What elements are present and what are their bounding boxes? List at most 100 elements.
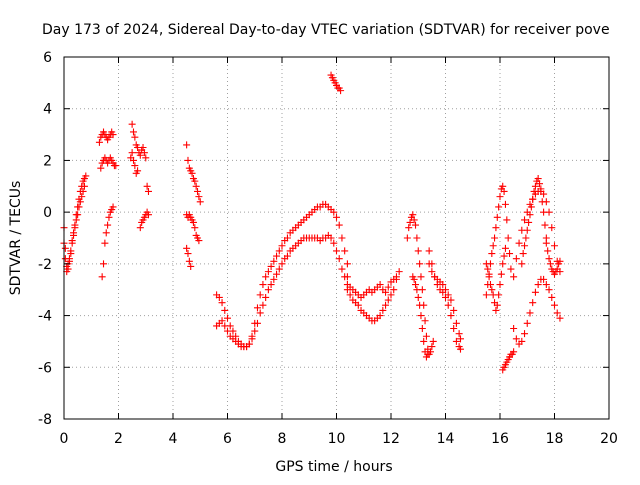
data-marks [60,71,564,374]
data-point [65,255,73,263]
series-segment-25 [510,275,564,348]
data-point [253,304,261,312]
data-point [545,255,553,263]
data-point [450,325,458,332]
data-point [185,257,193,265]
data-point [80,182,88,190]
data-point [512,335,520,343]
data-point [414,247,422,255]
data-point [538,198,546,206]
data-point [129,156,137,164]
series-segment-22 [482,244,509,314]
data-point [95,138,103,146]
data-point [264,286,272,294]
data-point [506,250,514,258]
data-point [444,291,452,299]
data-point [425,247,433,255]
data-point [143,182,151,190]
data-point [264,268,272,276]
series-segment-17 [403,211,437,358]
data-point [102,229,110,237]
data-point [414,293,422,301]
data-point [387,291,395,299]
data-point [376,281,384,289]
data-point [512,255,520,263]
data-point [525,218,533,226]
data-point [283,252,291,260]
y-tick-label: -6 [38,360,52,376]
data-point [410,216,418,224]
data-point [545,286,553,294]
series-segment-7 [127,149,142,177]
data-point [456,335,464,343]
data-point [510,325,518,332]
x-tick-label: 20 [600,431,618,447]
data-point [544,247,552,255]
data-point [497,270,505,278]
data-point [485,273,493,281]
data-point [521,330,529,338]
data-point [536,180,544,188]
data-point [144,187,152,195]
data-point [82,172,90,180]
data-point [109,131,117,139]
data-point [71,224,79,232]
data-point [72,216,80,224]
data-point [493,213,501,221]
data-point [338,234,346,242]
data-point [424,350,432,358]
data-point [521,216,529,224]
data-point [409,211,417,219]
data-point [551,242,558,250]
series-segment-14 [343,268,403,325]
data-point [529,299,537,307]
data-point [192,182,200,190]
data-point [492,306,500,314]
data-point [128,120,136,128]
data-point [410,275,418,283]
data-point [195,193,203,201]
series-segment-6 [128,120,152,195]
data-point [491,234,499,242]
data-point [406,218,414,226]
data-point [273,252,281,260]
data-point [224,314,231,322]
x-axis-label: GPS time / hours [275,459,392,475]
series-segment-18 [409,273,432,361]
data-point [447,296,455,304]
data-point [188,169,196,177]
data-point [335,255,343,263]
data-point [184,250,192,258]
data-point [278,242,286,250]
data-point [61,244,69,252]
data-point [496,281,504,289]
data-point [136,224,144,232]
data-point [136,151,144,159]
series-segment-16 [327,71,345,95]
data-point [187,262,195,270]
data-point [251,327,259,335]
data-point [428,268,436,276]
data-point [450,306,458,314]
series-segment-2 [60,182,88,276]
data-point [507,265,515,273]
data-point [267,262,275,270]
data-point [75,203,83,211]
data-point [395,268,403,276]
data-point [422,332,430,340]
series-segment-20 [425,260,464,343]
data-point [504,234,512,242]
data-point [256,309,264,317]
data-point [76,198,84,206]
data-point [218,299,226,307]
data-point [486,281,494,289]
data-point [455,330,463,338]
data-point [553,265,561,273]
data-point [262,273,270,281]
data-point [489,242,497,250]
series-segment-26 [518,175,550,268]
data-point [518,260,526,268]
data-point [330,239,338,247]
data-point [131,133,139,141]
